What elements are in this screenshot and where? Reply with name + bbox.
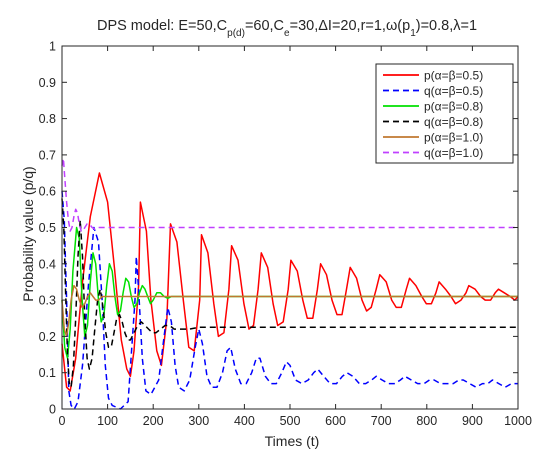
title-segment: e [284, 28, 290, 39]
x-tick-label: 0 [59, 414, 66, 428]
x-tick-label: 900 [462, 414, 483, 428]
legend: p(α=β=0.5)q(α=β=0.5) p(α=β=0.8)q(α=β=0.8)… [375, 63, 514, 164]
series-line-6 [61, 157, 518, 232]
y-tick-label: 0.3 [39, 294, 56, 308]
legend-label: q(α=β=0.5) [424, 84, 483, 98]
x-tick-label: 600 [325, 414, 346, 428]
series-line-3 [61, 226, 518, 359]
x-tick-label: 800 [416, 414, 437, 428]
title-segment: =60,C [245, 18, 284, 34]
legend-label: p(α=β=1.0) [424, 131, 483, 145]
y-tick-label: 0.2 [39, 330, 56, 344]
x-tick-label: 100 [97, 414, 118, 428]
x-axis-label: Times (t) [265, 433, 320, 449]
title-segment: p(d) [227, 28, 245, 39]
y-tick-label: 0.6 [39, 185, 56, 199]
x-tick-label: 700 [371, 414, 392, 428]
legend-label: q(α=β=1.0) [424, 146, 483, 160]
y-tick-label: 0.8 [39, 112, 56, 126]
ticks-group: 0 100 200 300 400 500 600 700 800 900 1000 0 0.1 0.2 0… [39, 40, 532, 429]
y-tick-label: 0.5 [39, 221, 56, 235]
x-tick-label: 200 [143, 414, 164, 428]
y-tick-label: 0 [49, 403, 56, 417]
x-tick-label: 1000 [504, 414, 532, 428]
y-axis-label: Probability value (p/q) [20, 166, 36, 301]
x-tick-label: 400 [234, 414, 255, 428]
chart-title: DPS model: E=50,Cp(d)=60,Ce=30,ΔI=20,r=1… [97, 18, 477, 39]
title-segment: )=0.8,λ=1 [416, 18, 477, 34]
series-line-1 [61, 172, 519, 392]
legend-label: p(α=β=0.5) [424, 69, 483, 83]
series-line-4 [61, 198, 518, 388]
y-tick-label: 0.1 [39, 366, 56, 380]
x-tick-label: 500 [280, 414, 301, 428]
title-segment: 1 [410, 28, 416, 39]
x-tick-label: 300 [188, 414, 209, 428]
legend-label: q(α=β=0.8) [424, 115, 483, 129]
series-line-5 [61, 284, 518, 338]
title-segment: =30,ΔI=20,r=1,ω(p [290, 18, 411, 34]
title-segment: DPS model: E=50,C [97, 18, 227, 34]
legend-box [375, 63, 514, 164]
y-tick-label: 0.7 [39, 148, 56, 162]
y-tick-label: 0.9 [39, 76, 56, 90]
y-tick-label: 1 [49, 40, 56, 54]
legend-label: p(α=β=0.8) [424, 100, 483, 114]
y-tick-label: 0.4 [39, 257, 56, 271]
